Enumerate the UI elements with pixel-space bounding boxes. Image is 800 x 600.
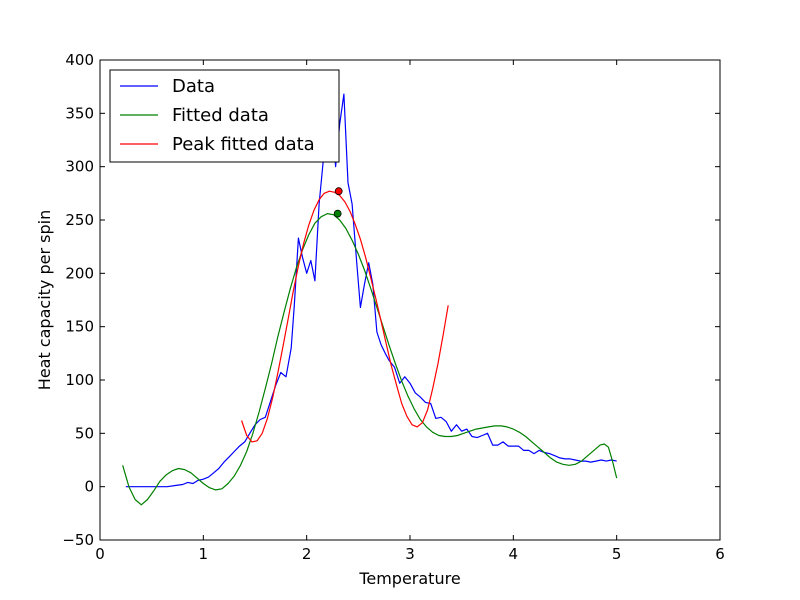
y-axis-label: Heat capacity per spin bbox=[35, 210, 54, 390]
y-tick-label: −50 bbox=[62, 531, 94, 549]
x-tick-label: 0 bbox=[95, 545, 105, 563]
x-tick-label: 1 bbox=[199, 545, 209, 563]
legend-box bbox=[109, 69, 340, 163]
series-line-0 bbox=[125, 93, 617, 488]
y-tick-label: 100 bbox=[65, 371, 94, 389]
peak-markers bbox=[333, 187, 343, 218]
y-tick-label: 350 bbox=[65, 104, 94, 122]
y-tick-label: 400 bbox=[65, 51, 94, 69]
x-axis-label: Temperature bbox=[358, 569, 460, 588]
y-tick-label: 250 bbox=[65, 211, 94, 229]
y-tick-label: 300 bbox=[65, 158, 94, 176]
series-layer bbox=[122, 93, 618, 506]
x-tick-label: 2 bbox=[302, 545, 312, 563]
x-tick-label: 4 bbox=[509, 545, 519, 563]
x-tick-label: 3 bbox=[405, 545, 415, 563]
legend: Data Fitted data Peak fitted data bbox=[109, 69, 340, 163]
legend-label-peak: Peak fitted data bbox=[172, 134, 315, 155]
legend-label-fitted: Fitted data bbox=[172, 105, 269, 126]
y-tick-label: 50 bbox=[75, 424, 94, 442]
legend-label-data: Data bbox=[172, 76, 215, 97]
peak-marker-0 bbox=[334, 187, 343, 196]
x-tick-label: 5 bbox=[612, 545, 622, 563]
y-tick-label: 0 bbox=[84, 478, 94, 496]
y-tick-label: 150 bbox=[65, 318, 94, 336]
x-tick-label: 6 bbox=[715, 545, 725, 563]
series-line-2 bbox=[241, 190, 449, 443]
y-tick-label: 200 bbox=[65, 264, 94, 282]
series-line-1 bbox=[122, 213, 618, 506]
peak-marker-1 bbox=[333, 209, 342, 218]
